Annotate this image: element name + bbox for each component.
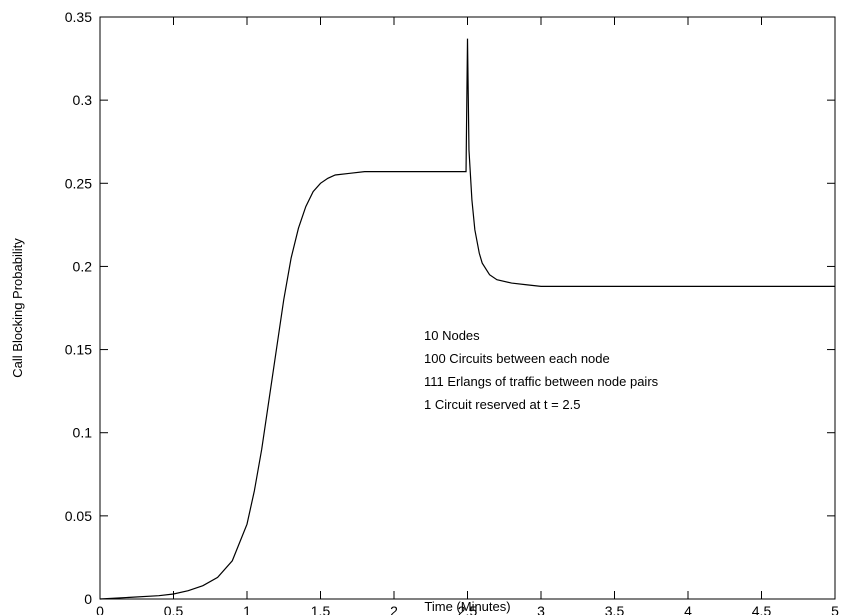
- annotation-line: 111 Erlangs of traffic between node pair…: [424, 374, 659, 389]
- x-axis-label: Time (Minutes): [424, 599, 510, 614]
- x-tick-label: 1.5: [311, 603, 331, 615]
- y-tick-label: 0.3: [73, 92, 93, 108]
- annotation-block: 10 Nodes 100 Circuits between each node 11…: [424, 328, 659, 412]
- annotation-line: 10 Nodes: [424, 328, 480, 343]
- plot-frame: [99, 16, 836, 600]
- y-tick-label: 0.15: [65, 342, 92, 358]
- y-tick-label: 0.1: [73, 425, 93, 441]
- x-tick-label: 2.5: [458, 603, 478, 615]
- x-tick-label: 2: [390, 603, 398, 615]
- x-tick-label: 3: [537, 603, 545, 615]
- x-tick-label: 4: [684, 603, 692, 615]
- x-tick-label: 4.5: [752, 603, 772, 615]
- x-tick-label: 5: [831, 603, 839, 615]
- x-tick-label: 1: [243, 603, 251, 615]
- y-tick-label: 0.2: [73, 258, 93, 274]
- annotation-line: 100 Circuits between each node: [424, 351, 610, 366]
- y-axis-ticks: 0 0.05 0.1 0.15 0.2 0.25 0.3 0.35: [65, 9, 835, 607]
- x-tick-label: 0.5: [164, 603, 184, 615]
- x-tick-label: 0: [96, 603, 104, 615]
- y-tick-label: 0.05: [65, 508, 92, 524]
- series-line: [99, 38, 835, 600]
- y-axis-label: Call Blocking Probability: [10, 238, 25, 378]
- y-tick-label: 0.35: [65, 9, 92, 25]
- annotation-line: 1 Circuit reserved at t = 2.5: [424, 397, 580, 412]
- x-axis-ticks: 0 0.5 1 1.5 2 2.5 3 3.5 4 4.5 5: [96, 17, 839, 615]
- y-tick-label: 0: [84, 591, 92, 607]
- x-tick-label: 3.5: [605, 603, 625, 615]
- y-tick-label: 0.25: [65, 175, 92, 191]
